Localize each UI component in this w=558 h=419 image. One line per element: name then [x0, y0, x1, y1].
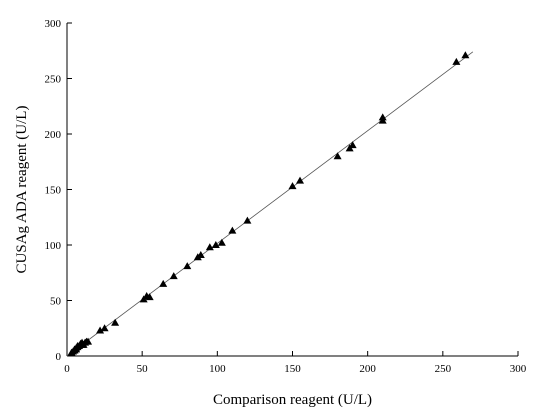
data-point-triangle — [145, 293, 154, 301]
data-point-triangle — [243, 216, 252, 224]
data-point-triangle — [348, 141, 357, 149]
data-point-triangle — [452, 57, 461, 65]
y-tick-label: 150 — [45, 185, 62, 197]
x-tick-label: 50 — [137, 363, 149, 375]
data-point-triangle — [111, 318, 120, 326]
y-tick-label: 200 — [45, 129, 62, 141]
y-tick-label: 100 — [45, 240, 62, 252]
data-point-triangle — [228, 226, 237, 234]
data-point-triangle — [217, 238, 226, 246]
data-point-triangle — [183, 262, 192, 270]
data-point-triangle — [159, 279, 168, 287]
data-point-triangle — [196, 250, 205, 258]
y-axis-title: CUSAg ADA reagent (U/L) — [14, 106, 30, 274]
data-point-triangle — [333, 152, 342, 160]
data-point-triangle — [169, 272, 178, 280]
data-point-triangle — [100, 324, 109, 332]
data-points — [67, 51, 470, 356]
data-point-triangle — [96, 326, 105, 334]
y-tick-label: 300 — [45, 18, 62, 30]
data-point-triangle — [461, 51, 470, 59]
data-point-triangle — [296, 176, 305, 184]
x-tick-label: 300 — [510, 363, 527, 375]
y-axis-ticks: 0 50 100 150 200 250 300 — [45, 18, 72, 363]
x-tick-label: 0 — [64, 363, 70, 375]
data-point-triangle — [205, 243, 214, 251]
x-tick-label: 150 — [284, 363, 301, 375]
x-tick-label: 200 — [359, 363, 376, 375]
x-tick-label: 250 — [435, 363, 452, 375]
data-point-triangle — [288, 182, 297, 190]
plot-area — [66, 23, 518, 357]
y-tick-label: 0 — [56, 351, 62, 363]
x-tick-label: 100 — [209, 363, 226, 375]
y-tick-label: 250 — [45, 74, 62, 86]
data-point-triangle — [84, 337, 93, 345]
data-point-triangle — [378, 113, 387, 121]
x-axis-title: Comparison reagent (U/L) — [213, 392, 372, 408]
data-point-triangle — [211, 241, 220, 248]
y-tick-label: 50 — [50, 296, 62, 308]
fit-line — [66, 51, 474, 357]
x-axis-ticks: 0 50 100 150 200 250 300 — [64, 351, 527, 375]
